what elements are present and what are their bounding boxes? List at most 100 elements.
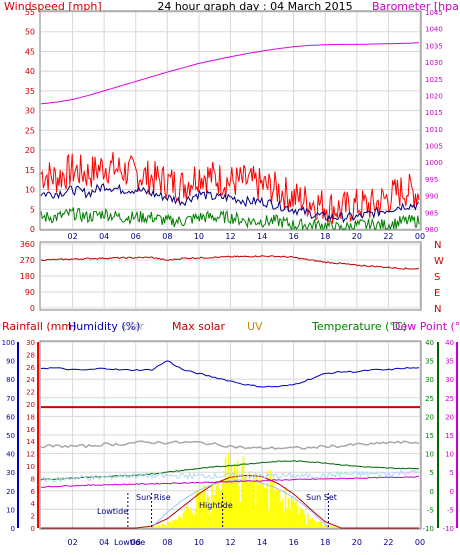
dewpoint-tick: 30 [445,376,454,384]
humidity-header: Humidity (%) [68,320,140,333]
temperature-tick: 20 [425,413,434,421]
dewpoint-tick: 35 [445,358,454,366]
x-tick-label: 10 [194,232,204,241]
humidity-tick: 20 [6,488,15,496]
barometer-tick: 1000 [425,159,443,167]
humidity-tick: 90 [6,358,15,366]
extra-humidity-line [40,468,420,484]
temperature-tick: -5 [427,506,434,514]
barometer-tick: 1040 [425,26,443,34]
rain-tick: 30 [26,339,35,347]
chart-title: 24 hour graph day : 04 March 2015 [157,0,352,13]
temperature-tick: 35 [425,358,434,366]
humidity-line [40,360,420,388]
x-tick-label: 14 [257,232,267,241]
dewpoint-tick: 40 [445,339,454,347]
windspeed-tick: 40 [25,67,35,76]
windspeed-tick: 25 [25,126,35,135]
rain-tick: 18 [26,413,35,421]
rain-tick: 14 [26,438,35,446]
hightide-label: Hightide [199,501,233,510]
lowtide-label: Lowtide [97,507,128,516]
x-tick-label: 02 [67,232,77,241]
bottom-axes: 0102030405060708090100024681012141618202… [2,339,458,533]
x-tick-label: 00 [415,232,425,241]
max-solar-line [41,474,419,529]
bottom-x-axis: 02 04 06 08 10 12 14 16 18 20 22 00 [67,538,425,547]
windspeed-header: Windspeed [mph] [4,0,102,13]
x-tick-label: 06 [131,232,141,241]
x-tick-label: 04 [99,538,109,547]
windspeed-tick: 0 [30,225,35,234]
top-x-axis: 02 04 06 08 10 12 14 16 18 20 22 00 [67,232,425,241]
x-tick-label: 04 [99,232,109,241]
humidity-tick: 30 [6,469,15,477]
barometer-tick: 1045 [425,9,443,17]
humidity-tick: 50 [6,432,15,440]
windspeed-tick: 10 [25,186,35,195]
humidity-tick: 100 [2,339,15,347]
temperature-tick: 10 [425,451,434,459]
temperature-tick: 15 [425,432,434,440]
humidity-tick: 70 [6,395,15,403]
dewpoint-tick: -5 [447,506,454,514]
humidity-tick: 0 [11,525,15,533]
temperature-tick: 25 [425,395,434,403]
windspeed-axis: 0 5 10 15 20 25 30 35 40 45 50 55 [25,8,35,234]
x-tick-label: 10 [194,538,204,547]
direction-tick: 90 [25,288,35,297]
humidity-tick: 80 [6,376,15,384]
direction-axis: 0 90 180 270 360 [20,240,35,313]
barometer-tick: 1005 [425,143,443,151]
windspeed-tick: 5 [30,205,35,214]
astro-annotations: Sun Rise Sun Set Lowtide Hightide Lowtid… [97,493,337,547]
indoor-humidity-line [40,440,420,450]
x-tick-label: 16 [289,232,299,241]
lowtide2-label: Lowtide [114,538,145,547]
top-panel-grid [41,11,421,230]
windspeed-tick: 35 [25,87,35,96]
x-tick-label: 12 [225,538,235,547]
dewpoint-line [40,475,420,488]
rain-tick: 20 [26,401,35,409]
barometer-tick: 980 [425,226,438,234]
x-tick-label: 18 [320,232,330,241]
rainfall-header: Rainfall (mm) [2,320,76,333]
x-tick-label: 08 [162,538,172,547]
rain-tick: 8 [31,475,35,483]
x-tick-label: 00 [415,538,425,547]
solar-header: olar [123,320,145,333]
wind-gust-line [40,151,420,224]
x-tick-label: 22 [383,538,393,547]
barometer-tick: 1015 [425,109,443,117]
humidity-tick: 40 [6,451,15,459]
dewpoint-tick: 25 [445,395,454,403]
windspeed-tick: 15 [25,166,35,175]
wind-low-line [40,207,420,231]
humidity-tick: 10 [6,506,15,514]
windspeed-tick: 20 [25,146,35,155]
x-tick-label: 22 [383,232,393,241]
barometer-tick: 990 [425,193,438,201]
sunset-label: Sun Set [306,493,337,502]
dewpoint-tick: 0 [450,488,454,496]
rain-tick: 16 [26,426,35,434]
temperature-tick: 30 [425,376,434,384]
sun-arc [151,479,329,529]
windspeed-tick: 50 [25,28,35,37]
sunrise-label: Sun Rise [136,493,171,502]
dewpoint-header: Dew Point (°C) [392,320,460,333]
windspeed-tick: 45 [25,47,35,56]
rain-tick: 12 [26,451,35,459]
barometer-axis: 980 985 990 995 1000 1005 1010 1015 1020 1025 1030… [425,9,443,234]
x-tick-label: 08 [162,232,172,241]
windspeed-tick: 55 [25,8,35,17]
rain-tick: 6 [31,488,36,496]
wind-series-group [40,42,420,231]
rain-tick: 10 [26,463,35,471]
dewpoint-tick: 20 [445,413,454,421]
solar-series-group [41,452,419,529]
rain-tick: 4 [31,500,36,508]
